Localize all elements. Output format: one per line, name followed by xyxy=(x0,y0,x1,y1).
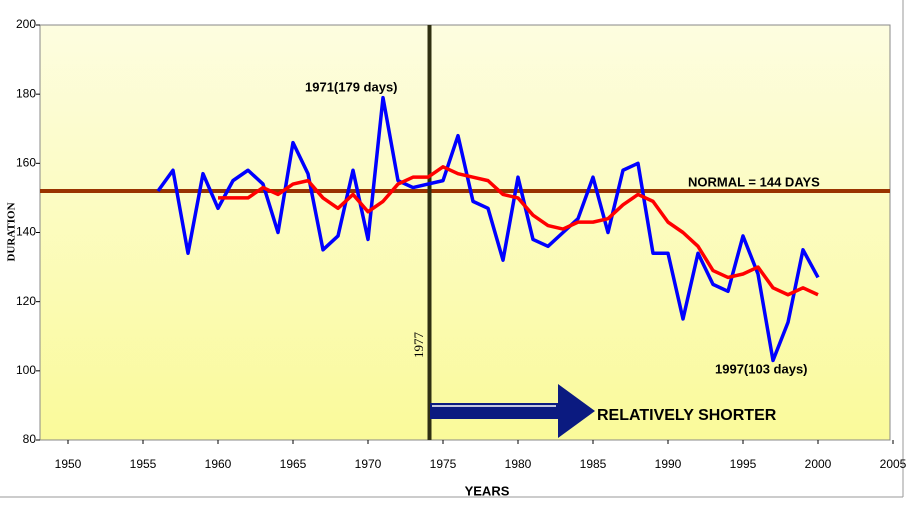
y-tick-label: 200 xyxy=(16,17,36,31)
x-tick-label: 2000 xyxy=(805,457,832,471)
x-tick-label: 1995 xyxy=(730,457,757,471)
vertical-line-label: 1977 xyxy=(411,332,426,359)
arrow xyxy=(430,384,595,438)
y-tick-label: 180 xyxy=(16,86,36,100)
annotation: RELATIVELY SHORTER xyxy=(597,407,777,424)
series-line xyxy=(156,95,820,363)
x-tick-label: 1990 xyxy=(655,457,682,471)
x-tick-label: 1980 xyxy=(505,457,532,471)
x-tick-label: 1960 xyxy=(205,457,232,471)
x-tick-label: 2005 xyxy=(880,457,906,471)
plot-area xyxy=(39,24,891,441)
y-tick-label: 160 xyxy=(16,156,36,170)
x-tick-label: 1965 xyxy=(280,457,307,471)
x-tick-label: 1970 xyxy=(355,457,382,471)
normal-label: NORMAL = 144 DAYS xyxy=(688,174,820,189)
annotation: 1971(179 days) xyxy=(305,79,398,94)
y-tick-label: 80 xyxy=(23,432,37,446)
x-tick-label: 1950 xyxy=(55,457,82,471)
y-tick-label: 120 xyxy=(16,294,36,308)
annotation: 1997(103 days) xyxy=(715,361,808,376)
x-axis-title: YEARS xyxy=(465,483,510,498)
x-tick-label: 1955 xyxy=(130,457,157,471)
y-tick-label: 100 xyxy=(16,363,36,377)
y-tick-label: 140 xyxy=(16,225,36,239)
series-line xyxy=(218,165,819,297)
y-axis-title: DURATION xyxy=(6,202,18,261)
x-tick-label: 1975 xyxy=(430,457,457,471)
x-tick-label: 1985 xyxy=(580,457,607,471)
